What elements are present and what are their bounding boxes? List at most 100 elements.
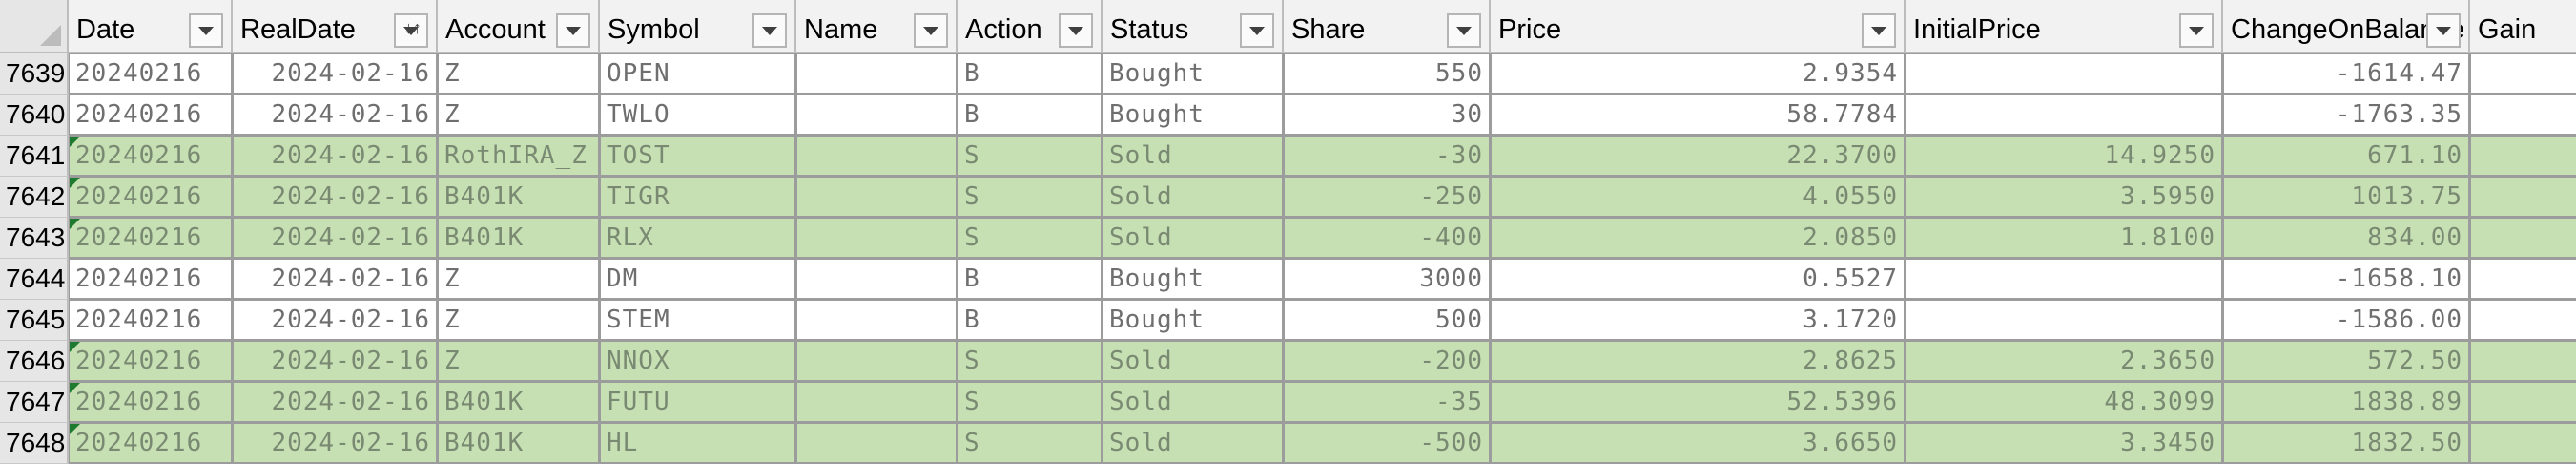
- row-number[interactable]: 7643: [0, 218, 69, 259]
- cell-account[interactable]: Z: [438, 300, 600, 341]
- cell-status[interactable]: Sold: [1103, 136, 1284, 177]
- cell-date[interactable]: 20240216: [69, 136, 233, 177]
- row-number[interactable]: 7644: [0, 259, 69, 300]
- cell-account[interactable]: B401K: [438, 423, 600, 464]
- column-header-account[interactable]: Account: [438, 0, 600, 53]
- column-header-changeonbalance[interactable]: ChangeOnBalance: [2223, 0, 2470, 53]
- cell-initialprice[interactable]: 14.9250: [1906, 136, 2223, 177]
- cell-realdate[interactable]: 2024-02-16: [233, 300, 438, 341]
- row-number[interactable]: 7642: [0, 177, 69, 218]
- cell-account[interactable]: B401K: [438, 218, 600, 259]
- cell-gain[interactable]: [2470, 53, 2576, 95]
- cell-initialprice[interactable]: [1906, 53, 2223, 95]
- cell-share[interactable]: 3000: [1284, 259, 1491, 300]
- cell-gain[interactable]: 99.50: [2470, 341, 2576, 382]
- cell-action[interactable]: S: [958, 177, 1103, 218]
- filter-dropdown-button[interactable]: [1447, 13, 1481, 48]
- cell-share[interactable]: -30: [1284, 136, 1491, 177]
- column-header-action[interactable]: Action: [958, 0, 1103, 53]
- cell-status[interactable]: Sold: [1103, 218, 1284, 259]
- column-header-name[interactable]: Name: [796, 0, 958, 53]
- cell-realdate[interactable]: 2024-02-16: [233, 341, 438, 382]
- cell-account[interactable]: Z: [438, 341, 600, 382]
- cell-date[interactable]: 20240216: [69, 382, 233, 423]
- cell-initialprice[interactable]: 1.8100: [1906, 218, 2223, 259]
- cell-realdate[interactable]: 2024-02-16: [233, 423, 438, 464]
- cell-gain[interactable]: 115.00: [2470, 177, 2576, 218]
- cell-gain[interactable]: [2470, 259, 2576, 300]
- cell-realdate[interactable]: 2024-02-16: [233, 95, 438, 136]
- cell-share[interactable]: -500: [1284, 423, 1491, 464]
- cell-date[interactable]: 20240216: [69, 177, 233, 218]
- cell-changeonbalance[interactable]: -1614.47: [2223, 53, 2470, 95]
- filter-dropdown-button[interactable]: ↓↑: [394, 13, 428, 48]
- cell-name[interactable]: [796, 300, 958, 341]
- cell-name[interactable]: [796, 341, 958, 382]
- column-header-realdate[interactable]: RealDate ↓↑: [233, 0, 438, 53]
- row-number[interactable]: 7646: [0, 341, 69, 382]
- row-number[interactable]: 7648: [0, 423, 69, 464]
- cell-price[interactable]: 2.0850: [1491, 218, 1906, 259]
- cell-share[interactable]: -250: [1284, 177, 1491, 218]
- cell-name[interactable]: [796, 136, 958, 177]
- row-number[interactable]: 7640: [0, 95, 69, 136]
- row-number[interactable]: 7647: [0, 382, 69, 423]
- cell-action[interactable]: S: [958, 341, 1103, 382]
- cell-name[interactable]: [796, 177, 958, 218]
- cell-changeonbalance[interactable]: 1838.89: [2223, 382, 2470, 423]
- cell-share[interactable]: -35: [1284, 382, 1491, 423]
- cell-name[interactable]: [796, 259, 958, 300]
- cell-price[interactable]: 58.7784: [1491, 95, 1906, 136]
- cell-date[interactable]: 20240216: [69, 53, 233, 95]
- cell-date[interactable]: 20240216: [69, 218, 233, 259]
- column-header-status[interactable]: Status: [1103, 0, 1284, 53]
- column-header-price[interactable]: Price: [1491, 0, 1906, 53]
- cell-action[interactable]: S: [958, 218, 1103, 259]
- cell-share[interactable]: 30: [1284, 95, 1491, 136]
- cell-name[interactable]: [796, 382, 958, 423]
- cell-gain[interactable]: 160.00: [2470, 423, 2576, 464]
- cell-name[interactable]: [796, 95, 958, 136]
- cell-gain[interactable]: 110.00: [2470, 218, 2576, 259]
- cell-price[interactable]: 4.0550: [1491, 177, 1906, 218]
- filter-dropdown-button[interactable]: [914, 13, 948, 48]
- filter-dropdown-button[interactable]: [556, 13, 590, 48]
- cell-realdate[interactable]: 2024-02-16: [233, 382, 438, 423]
- cell-status[interactable]: Sold: [1103, 341, 1284, 382]
- column-header-share[interactable]: Share: [1284, 0, 1491, 53]
- cell-price[interactable]: 3.1720: [1491, 300, 1906, 341]
- cell-price[interactable]: 52.5396: [1491, 382, 1906, 423]
- cell-initialprice[interactable]: [1906, 300, 2223, 341]
- cell-symbol[interactable]: TWLO: [600, 95, 796, 136]
- cell-changeonbalance[interactable]: -1586.00: [2223, 300, 2470, 341]
- cell-symbol[interactable]: DM: [600, 259, 796, 300]
- cell-status[interactable]: Bought: [1103, 95, 1284, 136]
- cell-action[interactable]: B: [958, 53, 1103, 95]
- cell-action[interactable]: B: [958, 300, 1103, 341]
- cell-changeonbalance[interactable]: -1658.10: [2223, 259, 2470, 300]
- cell-date[interactable]: 20240216: [69, 259, 233, 300]
- cell-account[interactable]: Z: [438, 95, 600, 136]
- cell-price[interactable]: 3.6650: [1491, 423, 1906, 464]
- column-header-gain[interactable]: Gain: [2470, 0, 2576, 53]
- column-header-date[interactable]: Date: [69, 0, 233, 53]
- filter-dropdown-button[interactable]: [2426, 13, 2461, 48]
- filter-dropdown-button[interactable]: [2179, 13, 2214, 48]
- cell-initialprice[interactable]: 2.3650: [1906, 341, 2223, 382]
- cell-account[interactable]: B401K: [438, 177, 600, 218]
- cell-account[interactable]: B401K: [438, 382, 600, 423]
- cell-status[interactable]: Sold: [1103, 423, 1284, 464]
- cell-changeonbalance[interactable]: 671.10: [2223, 136, 2470, 177]
- select-all-corner[interactable]: [0, 0, 69, 53]
- cell-action[interactable]: S: [958, 136, 1103, 177]
- cell-symbol[interactable]: HL: [600, 423, 796, 464]
- cell-changeonbalance[interactable]: 1013.75: [2223, 177, 2470, 218]
- cell-action[interactable]: B: [958, 95, 1103, 136]
- cell-initialprice[interactable]: [1906, 95, 2223, 136]
- cell-initialprice[interactable]: [1906, 259, 2223, 300]
- filter-dropdown-button[interactable]: [752, 13, 787, 48]
- cell-account[interactable]: Z: [438, 259, 600, 300]
- cell-account[interactable]: RothIRA_Z: [438, 136, 600, 177]
- cell-price[interactable]: 2.8625: [1491, 341, 1906, 382]
- cell-price[interactable]: 2.9354: [1491, 53, 1906, 95]
